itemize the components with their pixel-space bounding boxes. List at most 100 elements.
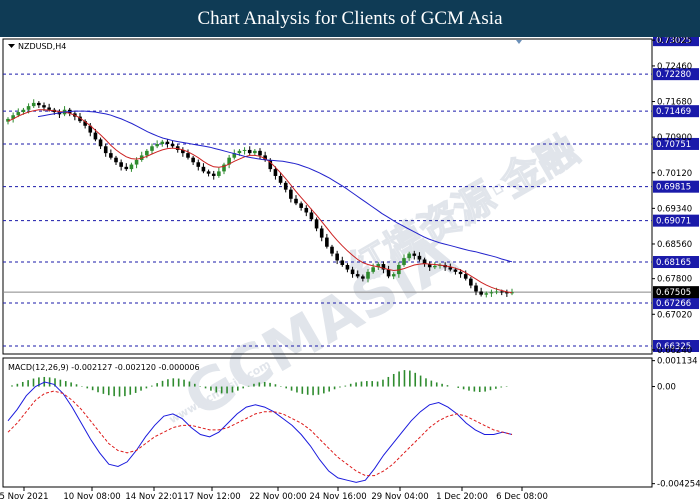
candle-body — [201, 166, 206, 172]
candle-body — [217, 171, 221, 176]
candle-body — [21, 109, 26, 113]
candle-body — [165, 141, 170, 144]
candle-body — [510, 292, 514, 294]
level-label-box — [653, 340, 699, 353]
macd-label: MACD(12,26,9) -0.002127 -0.002120 -0.000… — [8, 363, 200, 372]
level-label-box — [653, 297, 699, 310]
candle-body — [458, 271, 463, 275]
candle-body — [474, 285, 478, 292]
level-label: 0.72280 — [656, 70, 691, 80]
price-tick-label: 0.69340 — [657, 204, 692, 214]
candle-body — [263, 155, 267, 160]
price-tick-label: 0.70120 — [657, 169, 692, 179]
candle-body — [206, 171, 211, 174]
price-tick-label: 0.70900 — [657, 133, 692, 143]
chart-canvas[interactable]: GCMASIA 红模资源·金融 www.gcmasia.com 0.730250… — [0, 37, 700, 500]
level-label-box — [653, 105, 699, 118]
moving-averages — [7, 109, 513, 294]
candle-body — [211, 173, 216, 176]
candle-body — [47, 107, 51, 110]
candle-body — [124, 166, 129, 170]
candle-body — [489, 292, 494, 294]
candle-body — [319, 228, 324, 238]
candle-body — [222, 164, 226, 172]
candle-body — [191, 157, 195, 163]
candle-body — [355, 274, 360, 277]
symbol-tag: NZDUSD,H4 — [8, 42, 66, 51]
candle-body — [448, 267, 453, 270]
scroll-marker-icon — [516, 40, 522, 44]
candle-body — [407, 253, 411, 259]
candle-body — [145, 150, 149, 156]
candle-body — [304, 207, 309, 213]
level-label: 0.73025 — [656, 37, 691, 46]
candle-body — [366, 271, 370, 279]
candle-body — [273, 169, 278, 176]
level-label: 0.68165 — [656, 258, 691, 268]
level-label-box — [653, 37, 699, 47]
candle-body — [330, 246, 334, 254]
price-tick-label: 0.72460 — [657, 62, 692, 72]
candle-body — [463, 274, 468, 279]
candle-body — [268, 159, 273, 170]
candle-body — [98, 139, 103, 147]
candle-body — [227, 157, 231, 165]
macd-tick-label: -0.004254 — [657, 480, 700, 490]
candle-body — [196, 162, 201, 167]
candle-body — [350, 269, 355, 275]
candle-body — [119, 162, 123, 167]
candle-body — [242, 149, 247, 151]
time-tick-label: 5 Nov 2021 — [0, 492, 49, 500]
candle-body — [109, 153, 113, 158]
candle-body — [11, 115, 15, 119]
candle-body — [278, 175, 283, 183]
level-label-box — [653, 214, 699, 227]
price-tick-label: 0.68560 — [657, 240, 692, 250]
candle-body — [314, 219, 319, 229]
candle-body — [160, 141, 165, 144]
level-label: 0.69071 — [656, 217, 691, 227]
candle-body — [88, 125, 93, 133]
level-label: 0.71469 — [656, 107, 691, 117]
ma-fast-line — [7, 109, 513, 294]
level-label: 0.66325 — [656, 342, 691, 352]
candle-body — [186, 153, 190, 158]
ma-slow-line — [37, 110, 513, 263]
candle-body — [499, 291, 504, 293]
candle-body — [376, 264, 381, 268]
candle-body — [453, 269, 458, 272]
candle-body — [386, 269, 391, 277]
candle-body — [361, 276, 365, 279]
candle-body — [181, 149, 185, 154]
candle-body — [340, 260, 345, 265]
candle-body — [83, 121, 87, 126]
candle-body — [31, 102, 36, 107]
level-label: 0.70751 — [656, 140, 691, 150]
candle-body — [6, 118, 10, 122]
chart-title-banner: Chart Analysis for Clients of GCM Asia — [0, 0, 700, 37]
candle-body — [391, 274, 396, 277]
candle-body — [417, 255, 422, 260]
candle-body — [433, 265, 437, 268]
symbol-label: NZDUSD,H4 — [18, 42, 66, 51]
candle-body — [479, 291, 483, 295]
time-tick-label: 10 Nov 08:00 — [63, 492, 120, 500]
candle-body — [505, 292, 509, 294]
candle-body — [484, 293, 489, 295]
candle-body — [494, 291, 499, 293]
candle-body — [309, 212, 314, 220]
candle-body — [155, 144, 159, 147]
candle-body — [381, 264, 386, 270]
chart-frame: GCMASIA 红模资源·金融 www.gcmasia.com 0.73025 0… — [0, 37, 700, 500]
price-tick-label: 0.71680 — [657, 98, 692, 108]
candle-body — [335, 253, 339, 261]
time-tick-label: 6 Dec 08:00 — [496, 492, 548, 500]
candle-body — [37, 102, 41, 106]
candle-body — [289, 189, 293, 199]
macd-panel-border — [2, 357, 653, 488]
time-axis: 5 Nov 2021 10 Nov 08:00 14 Nov 22:01 17 Nov… — [0, 487, 548, 500]
candle-body — [258, 150, 262, 156]
time-tick-label: 29 Nov 04:00 — [371, 492, 428, 500]
level-label-box — [653, 180, 699, 193]
candle-body — [150, 146, 154, 151]
